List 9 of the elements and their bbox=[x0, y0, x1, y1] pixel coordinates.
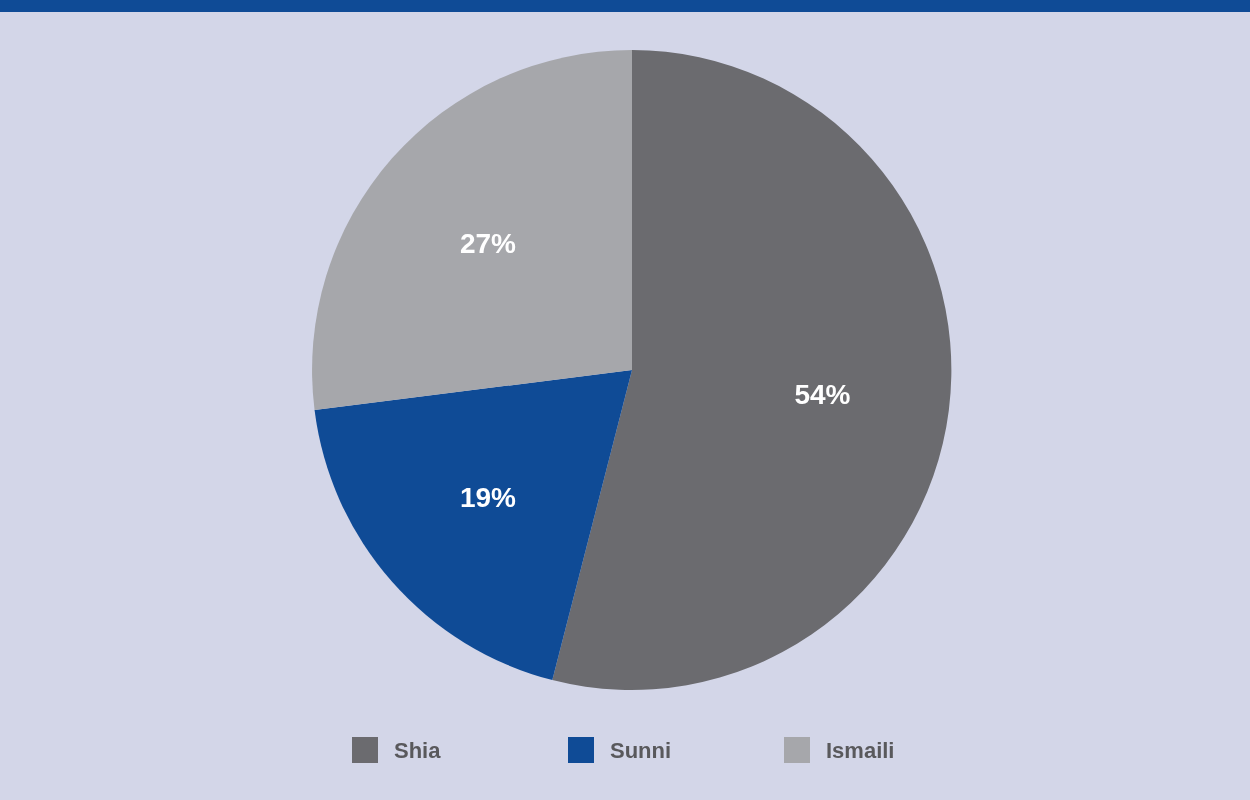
legend-label: Shia bbox=[394, 737, 442, 763]
pie-slice bbox=[312, 50, 632, 410]
pie-slice bbox=[314, 370, 632, 681]
data-label: 27% bbox=[459, 227, 517, 259]
pie-slice bbox=[552, 50, 951, 690]
data-label: 19% bbox=[459, 481, 517, 513]
legend-label: Sunni bbox=[610, 737, 672, 763]
data-label: 54% bbox=[794, 378, 851, 410]
legend-label: Ismaili bbox=[826, 737, 895, 763]
